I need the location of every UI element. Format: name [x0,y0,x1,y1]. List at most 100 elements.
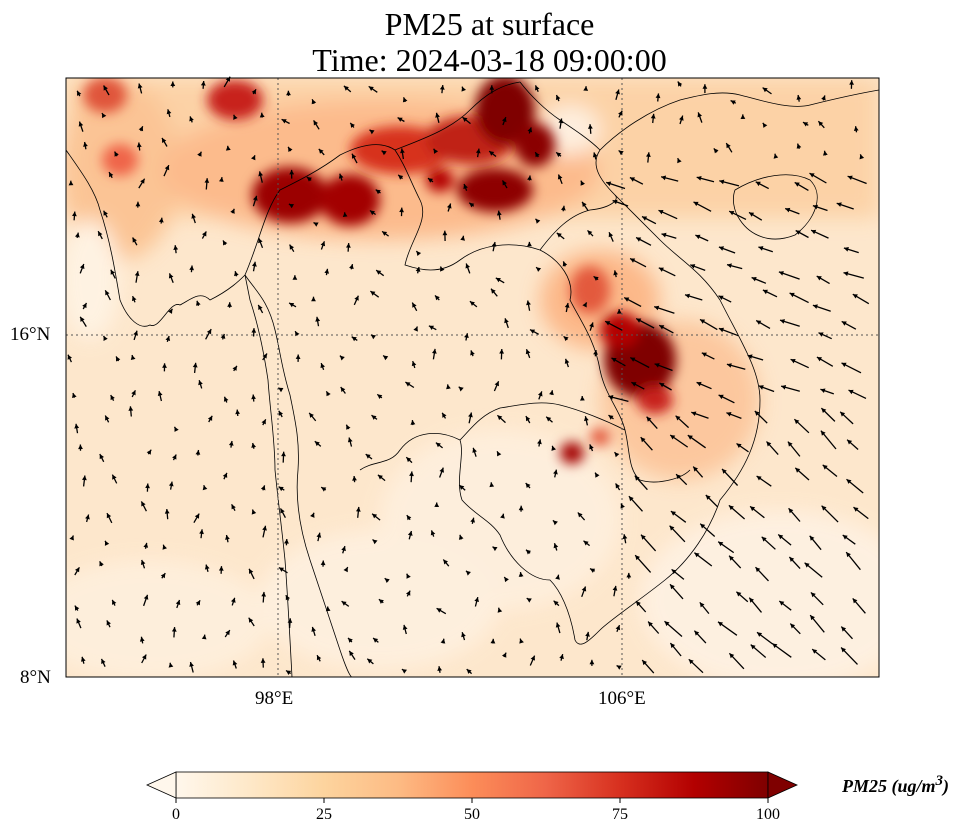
wind-arrow-head [535,218,541,224]
wind-arrow-head [191,213,196,219]
wind-arrow-head [616,665,622,670]
wind-arrow-head [589,322,594,328]
wind-arrow-head [750,644,756,650]
wind-arrow-head [538,391,543,397]
wind-arrow-head [608,395,614,400]
wind-arrow-head [755,567,761,573]
wind-arrow-head [615,89,620,95]
wind-arrow-head [172,454,177,460]
wind-arrow-head [189,116,194,122]
wind-arrow-head [527,127,533,133]
wind-arrow-head [757,632,763,637]
wind-arrow-head [702,84,708,89]
wind-arrow-head [618,150,624,156]
wind-arrow-head [295,354,301,359]
wind-arrow-head [795,467,801,473]
wind-vectors [67,76,870,675]
wind-arrow-head [756,320,762,325]
wind-arrow-head [504,318,509,324]
wind-arrow-head [437,666,442,671]
wind-arrow-head [527,241,532,247]
wind-arrow-head [615,483,620,489]
wind-arrow-head [466,570,471,576]
wind-arrow-head [251,89,256,95]
wind-arrow-head [160,573,166,579]
wind-arrow-head [754,411,760,416]
wind-arrow-head [103,210,108,216]
wind-arrow-head [605,321,611,326]
wind-arrow-head [67,354,72,360]
wind-arrow-head [372,539,378,545]
wind-arrow-head [223,396,229,402]
wind-arrow-head [225,535,230,540]
wind-arrow-head [377,394,383,399]
wind-arrow-head [200,81,206,86]
wind-arrow-head [751,277,757,282]
wind-arrow-head [346,424,351,430]
wind-arrow-head [251,509,257,515]
wind-arrow-head [646,416,652,422]
wind-arrow-head [661,232,667,238]
wind-arrow-head [636,601,641,607]
wind-arrow-head [143,594,149,600]
wind-arrow-head [818,121,824,127]
wind-arrow-head [583,86,589,91]
wind-arrow-head [192,362,198,368]
wind-arrow-head [654,363,660,368]
wind-arrow-head [354,295,359,301]
colorbar-max-extend [767,771,798,799]
wind-arrow-head [810,592,816,598]
wind-arrow-head [231,504,236,510]
wind-arrow-head [261,419,266,425]
wind-arrow-head [460,235,465,241]
wind-arrow-head [494,381,499,387]
wind-arrow-head [286,90,291,96]
wind-arrow-head [564,303,570,308]
wind-arrow-head [470,517,475,523]
wind-arrow-head [231,597,236,603]
wind-arrow-head [677,158,682,164]
wind-arrow-head [564,358,570,364]
wind-arrow-head [251,328,257,333]
wind-arrow-head [690,264,696,269]
wind-arrow-head [626,572,632,578]
wind-arrow-head [384,578,390,583]
wind-arrow-head [630,258,636,263]
wind-arrow-head [369,210,375,216]
wind-arrow-head [136,142,142,148]
wind-arrow-head [809,173,815,178]
wind-arrow-head [789,292,795,298]
wind-arrow-head [726,412,732,417]
wind-arrow-head [582,201,587,207]
wind-arrow-head [142,654,147,660]
wind-arrow-head [577,512,583,518]
wind-arrow-head [527,175,532,181]
wind-arrow-head [608,232,614,238]
wind-arrow-head [162,363,167,368]
wind-arrow-head [636,318,642,323]
wind-arrow-head [258,304,263,310]
wind-arrow-head [496,210,502,216]
wind-arrow-head [718,394,724,400]
wind-arrow-head [157,391,163,396]
wind-arrow-head [719,179,725,185]
wind-arrow-head [718,541,724,547]
wind-arrow-head [779,601,785,606]
wind-arrow-head [166,109,172,115]
wind-arrow-head [77,90,82,96]
wind-arrow-head [320,241,326,247]
wind-arrow-head [812,304,818,309]
wind-arrow-head [442,230,448,236]
wind-arrow-head [750,506,756,512]
wind-arrow-head [105,415,110,421]
wind-arrow-head [556,152,562,158]
wind-arrow-head [641,534,646,540]
wind-arrow-head [321,487,327,492]
wind-arrow-head [168,273,174,279]
wind-arrow-head [346,243,351,248]
wind-arrow-head [740,114,746,119]
wind-arrow-head [697,112,702,118]
wind-arrow-head [110,395,115,401]
wind-arrow-head [670,435,676,440]
wind-arrow-head [99,454,104,460]
